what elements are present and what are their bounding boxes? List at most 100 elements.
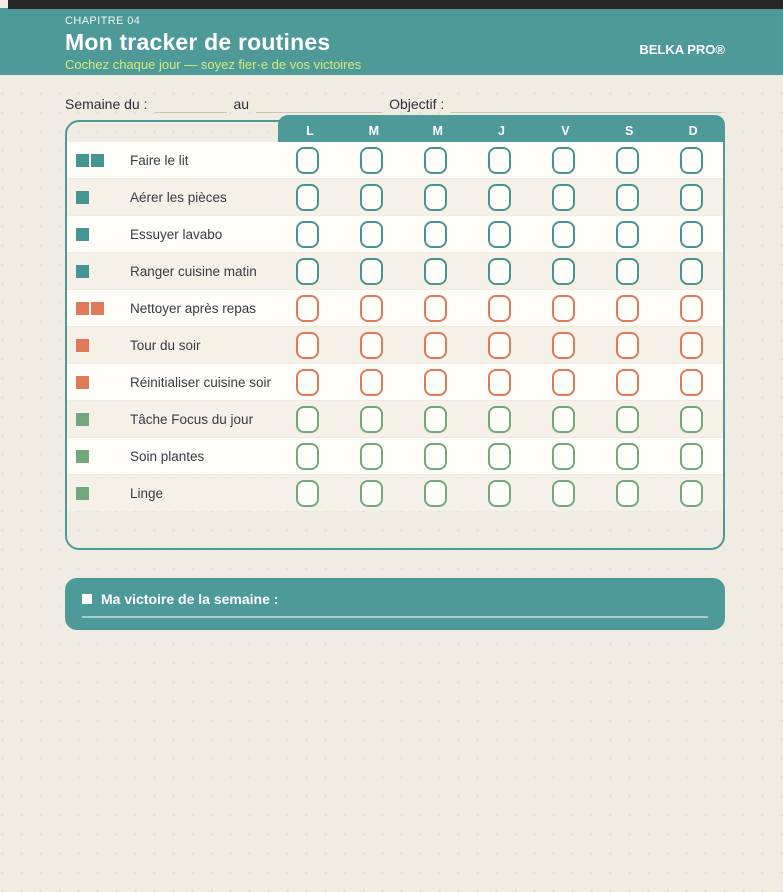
day-checkbox[interactable] <box>679 442 703 470</box>
day-checkbox[interactable] <box>615 331 639 359</box>
day-checkbox[interactable] <box>488 294 511 322</box>
checkbox-cell <box>468 368 532 396</box>
day-checkbox[interactable] <box>679 479 703 507</box>
day-checkbox[interactable] <box>679 183 703 211</box>
day-checkbox[interactable] <box>679 220 703 248</box>
day-checkbox[interactable] <box>488 183 511 211</box>
checkbox-cell <box>404 405 468 433</box>
checkbox-cell <box>595 368 659 396</box>
checkbox-cell <box>659 442 723 470</box>
day-checkbox[interactable] <box>551 294 575 322</box>
routine-color-icons <box>67 412 130 426</box>
day-checkbox[interactable] <box>296 294 320 322</box>
checkbox-cell <box>531 294 595 322</box>
day-checkbox[interactable] <box>679 146 703 174</box>
day-checkbox[interactable] <box>551 368 575 396</box>
checkbox-cell <box>276 368 340 396</box>
day-checkbox[interactable] <box>360 220 384 248</box>
day-checkbox[interactable] <box>296 331 320 359</box>
day-checkbox[interactable] <box>488 220 511 248</box>
brand-label: BELKA PRO® <box>639 42 725 57</box>
tracker-row: Nettoyer après repas <box>67 290 723 326</box>
checkbox-cell <box>468 146 532 174</box>
day-checkbox[interactable] <box>424 331 448 359</box>
routine-label: Tâche Focus du jour <box>130 411 254 427</box>
day-checkbox[interactable] <box>551 331 575 359</box>
day-checkbox[interactable] <box>296 479 320 507</box>
day-checkbox[interactable] <box>296 405 320 433</box>
week-end-field[interactable] <box>256 97 383 113</box>
day-checkbox[interactable] <box>615 442 639 470</box>
day-checkbox[interactable] <box>488 331 511 359</box>
goal-field[interactable] <box>451 97 722 113</box>
checkbox-cell <box>276 183 340 211</box>
day-checkbox[interactable] <box>679 368 703 396</box>
page-title: Mon tracker de routines <box>65 29 331 55</box>
color-square-icon <box>91 153 104 167</box>
day-checkbox[interactable] <box>615 257 639 285</box>
day-checkbox[interactable] <box>551 479 575 507</box>
day-checkbox[interactable] <box>488 257 511 285</box>
checkbox-cell <box>531 220 595 248</box>
day-checkbox[interactable] <box>615 368 639 396</box>
day-checkbox[interactable] <box>679 294 703 322</box>
day-label: M <box>368 124 379 138</box>
day-checkbox[interactable] <box>551 183 575 211</box>
day-checkbox[interactable] <box>424 220 448 248</box>
day-checkbox[interactable] <box>360 294 384 322</box>
routine-label: Linge <box>130 485 164 501</box>
day-checkbox[interactable] <box>296 368 320 396</box>
day-checkbox[interactable] <box>488 368 511 396</box>
tracker-table: L M M J V S D Faire le lit Aérer les pièces Essu… <box>65 115 725 550</box>
day-checkbox[interactable] <box>615 183 639 211</box>
day-checkbox[interactable] <box>551 220 575 248</box>
day-checkbox[interactable] <box>424 405 448 433</box>
day-checkbox[interactable] <box>424 479 448 507</box>
day-checkbox[interactable] <box>296 146 320 174</box>
day-checkbox[interactable] <box>488 442 511 470</box>
routine-color-icons <box>67 301 130 315</box>
checkbox-cell <box>340 183 404 211</box>
day-checkbox[interactable] <box>615 405 639 433</box>
day-checkbox[interactable] <box>296 257 320 285</box>
day-checkbox[interactable] <box>615 220 639 248</box>
day-checkbox[interactable] <box>424 294 448 322</box>
day-checkbox[interactable] <box>679 405 703 433</box>
day-checkbox[interactable] <box>296 183 320 211</box>
routine-color-icons <box>67 264 130 278</box>
day-checkbox[interactable] <box>360 183 384 211</box>
day-checkbox[interactable] <box>551 257 575 285</box>
day-checkbox[interactable] <box>360 479 384 507</box>
day-checkbox[interactable] <box>679 257 703 285</box>
day-checkbox[interactable] <box>615 146 639 174</box>
victory-input-line[interactable] <box>82 616 708 618</box>
victory-label: Ma victoire de la semaine : <box>101 591 279 607</box>
day-checkbox[interactable] <box>551 405 575 433</box>
day-checkbox[interactable] <box>488 146 511 174</box>
day-checkbox[interactable] <box>360 368 384 396</box>
week-form: Semaine du : au Objectif : <box>65 95 722 113</box>
day-checkbox[interactable] <box>424 257 448 285</box>
day-checkbox[interactable] <box>424 183 448 211</box>
day-checkbox[interactable] <box>360 442 384 470</box>
checkbox-cell <box>276 331 340 359</box>
week-start-field[interactable] <box>154 97 227 113</box>
header-text-block: CHAPITRE 04 Mon tracker de routines Coch… <box>65 15 361 75</box>
day-checkbox[interactable] <box>615 479 639 507</box>
day-checkbox[interactable] <box>615 294 639 322</box>
day-checkbox[interactable] <box>360 405 384 433</box>
day-checkbox[interactable] <box>679 331 703 359</box>
day-checkbox[interactable] <box>551 442 575 470</box>
routine-label: Essuyer lavabo <box>130 226 223 242</box>
day-checkbox[interactable] <box>551 146 575 174</box>
day-checkbox[interactable] <box>424 368 448 396</box>
day-checkbox[interactable] <box>360 331 384 359</box>
day-checkbox[interactable] <box>360 146 384 174</box>
day-checkbox[interactable] <box>488 479 511 507</box>
day-checkbox[interactable] <box>488 405 511 433</box>
day-checkbox[interactable] <box>360 257 384 285</box>
day-checkbox[interactable] <box>296 220 320 248</box>
day-checkbox[interactable] <box>424 442 448 470</box>
day-checkbox[interactable] <box>296 442 320 470</box>
day-checkbox[interactable] <box>424 146 448 174</box>
